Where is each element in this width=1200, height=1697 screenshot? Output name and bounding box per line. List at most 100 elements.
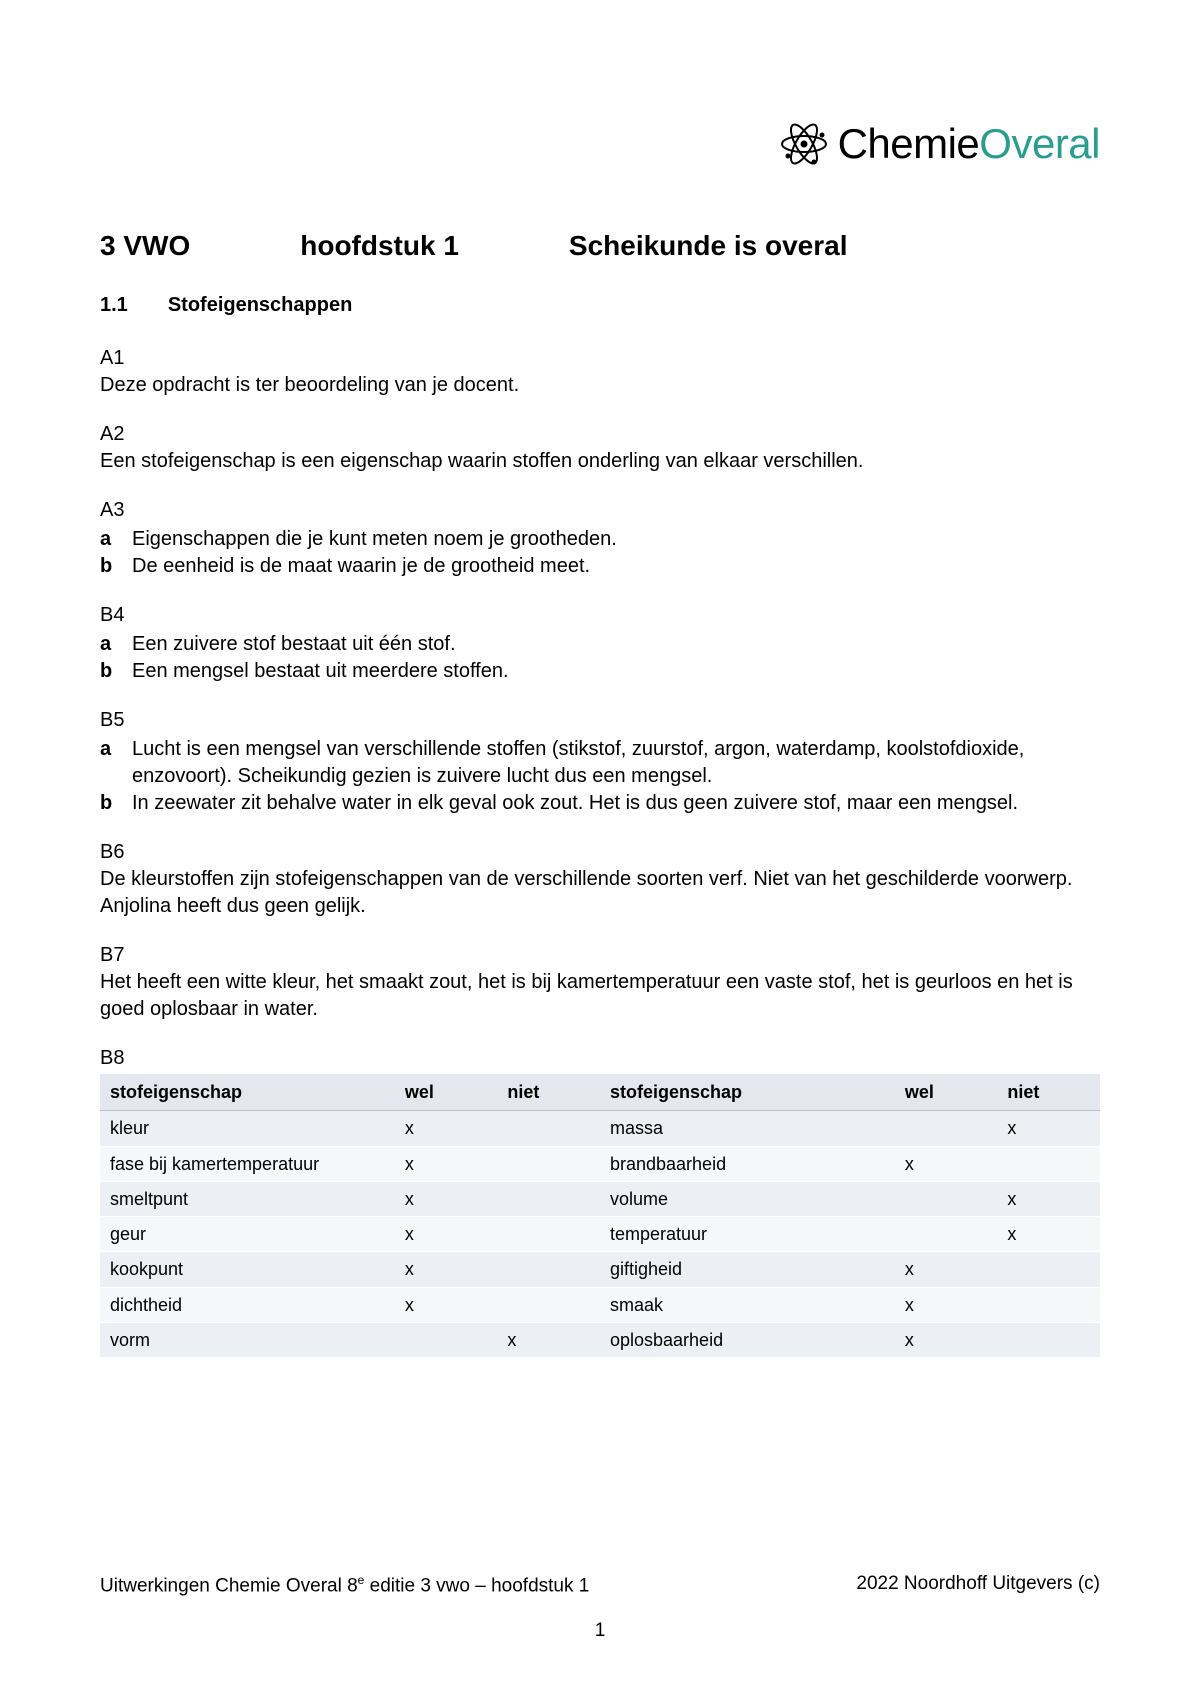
th-prop-left: stofeigenschap bbox=[100, 1074, 395, 1111]
block-a3: A3 a Eigenschappen die je kunt meten noem… bbox=[100, 497, 1100, 580]
page-number: 1 bbox=[0, 1620, 1200, 1642]
table-cell: vorm bbox=[100, 1323, 395, 1358]
table-cell: x bbox=[895, 1146, 998, 1181]
table-cell bbox=[997, 1287, 1100, 1322]
table-cell: smaak bbox=[600, 1287, 895, 1322]
table-cell: oplosbaarheid bbox=[600, 1323, 895, 1358]
block-label: B4 bbox=[100, 602, 1100, 629]
table-cell: geur bbox=[100, 1217, 395, 1252]
table-cell bbox=[497, 1217, 600, 1252]
footer-right: 2022 Noordhoff Uitgevers (c) bbox=[856, 1573, 1100, 1597]
table-cell: temperatuur bbox=[600, 1217, 895, 1252]
sub-text: De eenheid is de maat waarin je de groot… bbox=[132, 553, 590, 580]
section-number: 1.1 bbox=[100, 294, 128, 317]
footer-left: Uitwerkingen Chemie Overal 8e editie 3 v… bbox=[100, 1573, 589, 1597]
chapter-heading: 3 VWO hoofdstuk 1 Scheikunde is overal bbox=[100, 230, 1100, 262]
table-cell bbox=[895, 1111, 998, 1146]
th-niet-right: niet bbox=[997, 1074, 1100, 1111]
sub-letter: b bbox=[100, 790, 118, 817]
heading-title: Scheikunde is overal bbox=[569, 230, 848, 262]
table-row: fase bij kamertemperatuurxbrandbaarheidx bbox=[100, 1146, 1100, 1181]
block-label: A3 bbox=[100, 497, 1100, 524]
table-cell: kleur bbox=[100, 1111, 395, 1146]
table-cell bbox=[997, 1252, 1100, 1287]
sub-text: In zeewater zit behalve water in elk gev… bbox=[132, 790, 1018, 817]
table-cell: x bbox=[395, 1287, 498, 1322]
table-cell bbox=[997, 1323, 1100, 1358]
table-cell: x bbox=[895, 1287, 998, 1322]
table-cell bbox=[497, 1181, 600, 1216]
heading-chapter: hoofdstuk 1 bbox=[300, 230, 459, 262]
sub-text: Een mengsel bestaat uit meerdere stoffen… bbox=[132, 658, 509, 685]
sub-text: Eigenschappen die je kunt meten noem je … bbox=[132, 526, 617, 553]
sub-letter: a bbox=[100, 526, 118, 553]
block-b7: B7 Het heeft een witte kleur, het smaakt… bbox=[100, 942, 1100, 1023]
table-cell: dichtheid bbox=[100, 1287, 395, 1322]
block-b4: B4 aEen zuivere stof bestaat uit één sto… bbox=[100, 602, 1100, 685]
block-b5: B5 a Lucht is een mengsel van verschillen… bbox=[100, 707, 1100, 817]
table-cell: massa bbox=[600, 1111, 895, 1146]
block-label: B8 bbox=[100, 1045, 1100, 1072]
sub-text: Een zuivere stof bestaat uit één stof. bbox=[132, 631, 456, 658]
table-row: smeltpuntxvolumex bbox=[100, 1181, 1100, 1216]
block-text: De kleurstoffen zijn stofeigenschappen v… bbox=[100, 866, 1100, 920]
table-cell bbox=[497, 1146, 600, 1181]
table-cell: fase bij kamertemperatuur bbox=[100, 1146, 395, 1181]
table-header-row: stofeigenschap wel niet stofeigenschap w… bbox=[100, 1074, 1100, 1111]
block-text: Het heeft een witte kleur, het smaakt zo… bbox=[100, 969, 1100, 1023]
table-cell: x bbox=[395, 1252, 498, 1287]
table-cell: x bbox=[395, 1217, 498, 1252]
block-label: A2 bbox=[100, 421, 1100, 448]
sub-text: Lucht is een mengsel van verschillende s… bbox=[132, 736, 1100, 790]
table-row: kookpuntxgiftigheidx bbox=[100, 1252, 1100, 1287]
table-cell bbox=[997, 1146, 1100, 1181]
content-body: A1 Deze opdracht is ter beoordeling van … bbox=[100, 345, 1100, 1357]
table-cell: giftigheid bbox=[600, 1252, 895, 1287]
properties-table: stofeigenschap wel niet stofeigenschap w… bbox=[100, 1074, 1100, 1357]
table-cell: volume bbox=[600, 1181, 895, 1216]
block-label: B6 bbox=[100, 839, 1100, 866]
block-a2: A2 Een stofeigenschap is een eigenschap … bbox=[100, 421, 1100, 475]
table-cell: x bbox=[395, 1181, 498, 1216]
block-b8: B8 stofeigenschap wel niet stofeigenscha… bbox=[100, 1045, 1100, 1357]
block-label: B7 bbox=[100, 942, 1100, 969]
page-footer: Uitwerkingen Chemie Overal 8e editie 3 v… bbox=[100, 1573, 1100, 1597]
block-a1: A1 Deze opdracht is ter beoordeling van … bbox=[100, 345, 1100, 399]
th-wel-left: wel bbox=[395, 1074, 498, 1111]
block-text: Deze opdracht is ter beoordeling van je … bbox=[100, 372, 1100, 399]
block-b6: B6 De kleurstoffen zijn stofeigenschappe… bbox=[100, 839, 1100, 920]
table-cell bbox=[497, 1252, 600, 1287]
table-cell: x bbox=[997, 1217, 1100, 1252]
block-label: B5 bbox=[100, 707, 1100, 734]
table-cell bbox=[395, 1323, 498, 1358]
table-cell bbox=[497, 1111, 600, 1146]
sub-letter: b bbox=[100, 553, 118, 580]
sub-letter: b bbox=[100, 658, 118, 685]
section-heading: 1.1 Stofeigenschappen bbox=[100, 294, 1100, 317]
block-label: A1 bbox=[100, 345, 1100, 372]
th-niet-left: niet bbox=[497, 1074, 600, 1111]
th-prop-right: stofeigenschap bbox=[600, 1074, 895, 1111]
table-row: geurxtemperatuurx bbox=[100, 1217, 1100, 1252]
section-title: Stofeigenschappen bbox=[168, 294, 352, 317]
logo-chemie-text: Chemie bbox=[838, 120, 980, 167]
th-wel-right: wel bbox=[895, 1074, 998, 1111]
block-text: Een stofeigenschap is een eigenschap waa… bbox=[100, 448, 1100, 475]
table-cell: x bbox=[497, 1323, 600, 1358]
brand-logo: ChemieOveral bbox=[780, 120, 1100, 168]
table-cell bbox=[497, 1287, 600, 1322]
table-cell: x bbox=[895, 1323, 998, 1358]
atom-icon bbox=[780, 120, 828, 168]
table-cell: x bbox=[395, 1146, 498, 1181]
table-cell: kookpunt bbox=[100, 1252, 395, 1287]
sub-letter: a bbox=[100, 736, 118, 790]
table-cell: x bbox=[395, 1111, 498, 1146]
table-cell bbox=[895, 1217, 998, 1252]
table-cell bbox=[895, 1181, 998, 1216]
heading-level: 3 VWO bbox=[100, 230, 190, 262]
table-cell: smeltpunt bbox=[100, 1181, 395, 1216]
logo-overal-text: Overal bbox=[979, 120, 1100, 167]
table-row: kleurxmassax bbox=[100, 1111, 1100, 1146]
table-row: vorm xoplosbaarheidx bbox=[100, 1323, 1100, 1358]
table-cell: brandbaarheid bbox=[600, 1146, 895, 1181]
